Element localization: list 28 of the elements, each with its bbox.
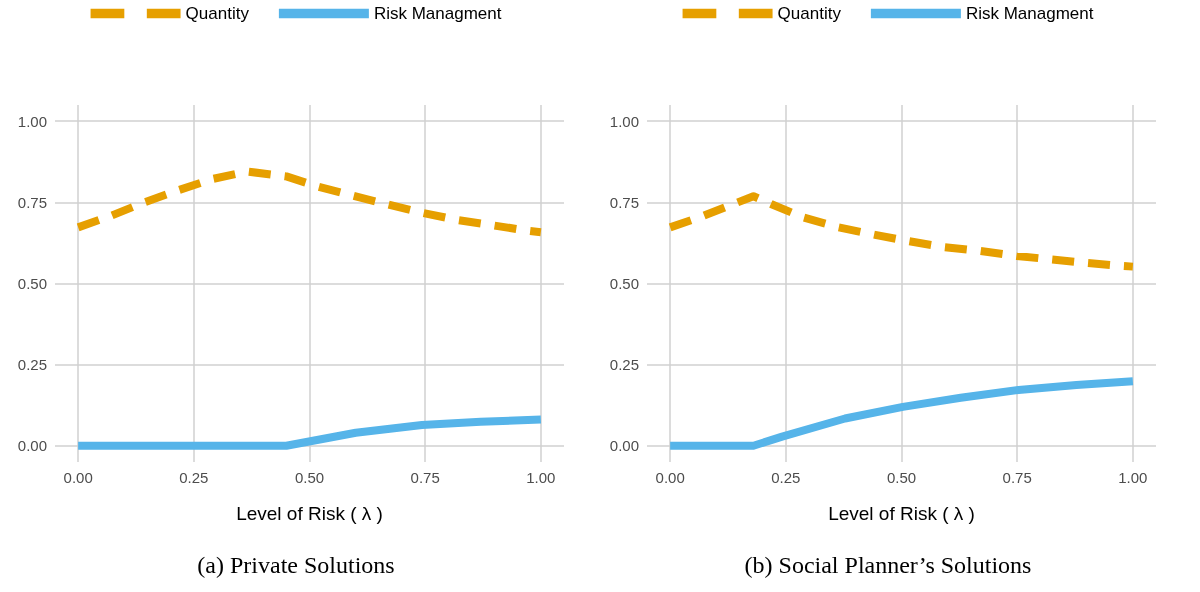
y-tick-label: 0.50 [609, 275, 639, 292]
x-tick-label: 0.25 [179, 469, 209, 486]
text: (a) Private Solutions [197, 552, 395, 578]
y-tick-label: 0.75 [609, 193, 639, 211]
x-tick-label: 0.50 [886, 469, 917, 486]
text: (b) Social Planner’s Solutions [744, 552, 1032, 578]
legend-label: Risk Managment [373, 4, 502, 23]
x-tick-label: 0.00 [63, 469, 93, 486]
x-tick-label: 1.00 [526, 469, 556, 486]
y-tick-label: 0.25 [17, 356, 47, 374]
x-tick-label: 0.00 [655, 469, 685, 486]
x-tick-label: 0.25 [771, 469, 801, 486]
y-tick-label: 0.25 [609, 356, 639, 374]
x-axis-title: Level of Risk ( λ ) [828, 503, 975, 524]
y-tick-label: 0.50 [17, 275, 47, 292]
x-tick-label: 0.50 [294, 469, 325, 486]
y-tick-label: 1.00 [17, 112, 47, 130]
y-tick-label: 0.00 [17, 437, 47, 455]
y-tick-label: 0.00 [609, 437, 639, 455]
x-tick-label: 0.75 [1002, 469, 1032, 486]
legend-label: Quantity [185, 4, 250, 23]
y-tick-label: 0.75 [17, 193, 47, 211]
legend-label: Quantity [777, 4, 842, 23]
legend-label: Risk Managment [965, 4, 1094, 23]
x-axis-title: Level of Risk ( λ ) [236, 503, 383, 524]
x-tick-label: 0.75 [410, 469, 440, 486]
y-tick-label: 1.00 [609, 112, 639, 130]
x-tick-label: 1.00 [1118, 469, 1148, 486]
